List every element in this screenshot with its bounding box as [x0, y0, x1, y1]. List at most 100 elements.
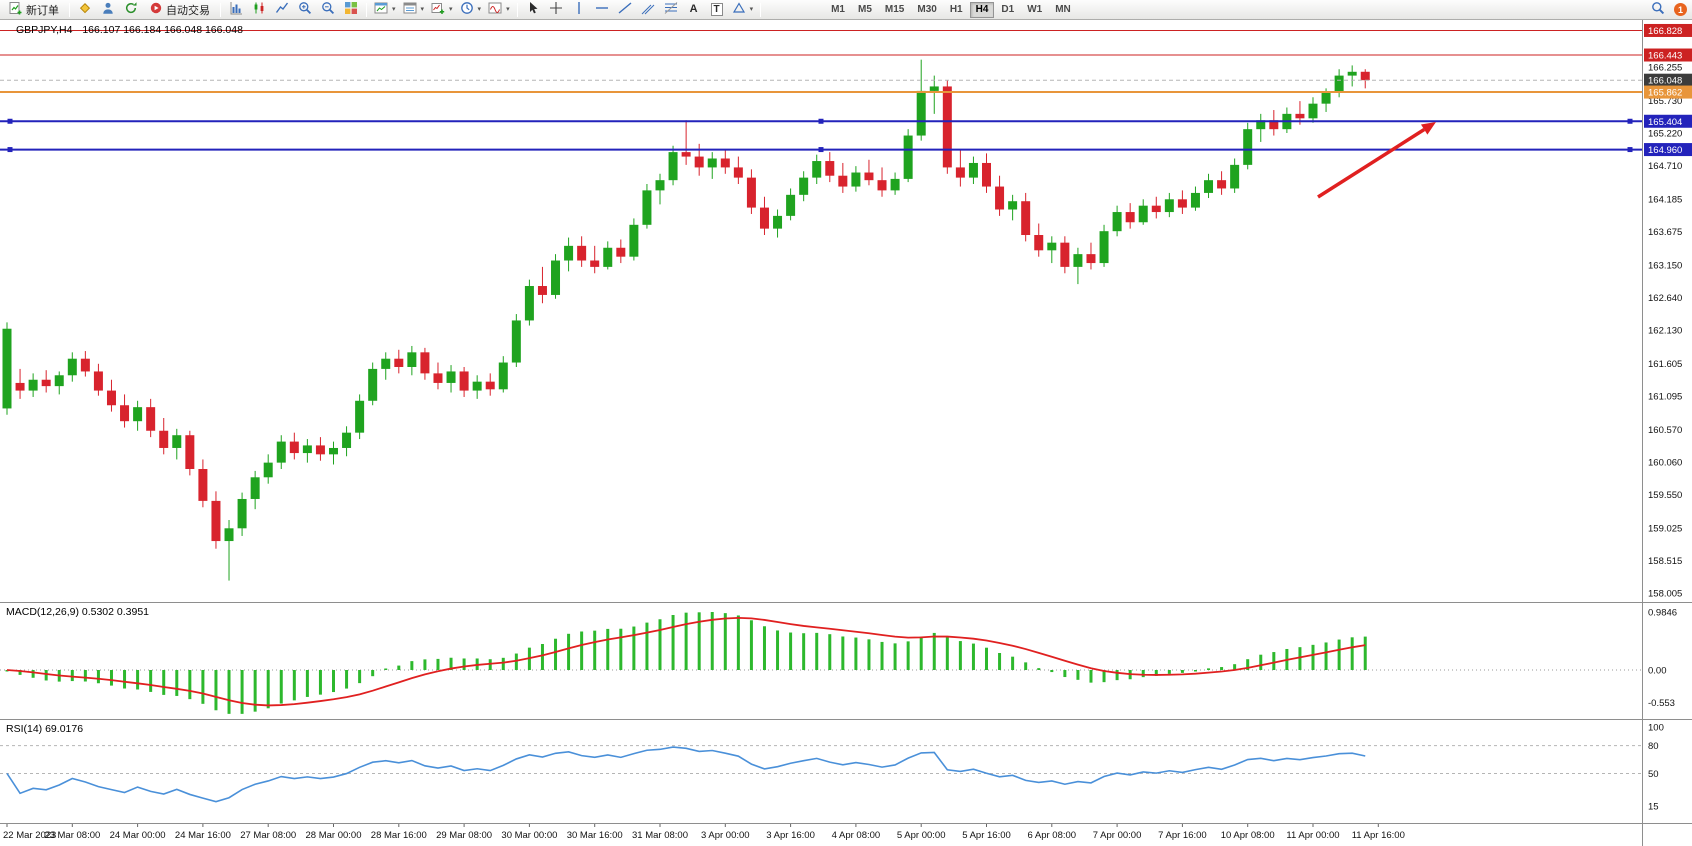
bar-chart-icon	[229, 1, 243, 18]
timeframe-m30-button[interactable]: M30	[917, 3, 937, 15]
svg-text:11 Apr 16:00: 11 Apr 16:00	[1352, 830, 1405, 841]
candlestick-chart-button[interactable]	[248, 1, 270, 19]
rsi-panel[interactable]	[0, 745, 1642, 803]
trendline-tool-button[interactable]	[614, 1, 636, 19]
svg-text:31 Mar 08:00: 31 Mar 08:00	[632, 830, 688, 841]
accounts-button[interactable]	[97, 1, 119, 19]
svg-text:24 Mar 00:00: 24 Mar 00:00	[110, 830, 166, 841]
tile-windows-button[interactable]	[340, 1, 362, 19]
timeframe-w1-button[interactable]: W1	[1027, 3, 1043, 15]
svg-text:166.443: 166.443	[1648, 51, 1682, 62]
text-tool-icon: A	[689, 3, 698, 15]
new-order-label: 新订单	[26, 4, 59, 17]
notification-badge[interactable]: 1	[1674, 3, 1687, 16]
trendline-icon	[618, 1, 632, 18]
templates-button[interactable]: ▾	[485, 1, 513, 19]
timeframe-m1-button[interactable]: M1	[831, 3, 845, 15]
svg-text:164.960: 164.960	[1648, 145, 1682, 156]
label-tool-button[interactable]: T	[706, 1, 728, 19]
svg-text:162.640: 162.640	[1648, 293, 1682, 304]
timeframe-mn-button[interactable]: MN	[1055, 3, 1071, 15]
toolbar-separator	[366, 2, 367, 17]
timeframe-h1-button[interactable]: H1	[949, 3, 963, 15]
indicators-button[interactable]: ▾	[428, 1, 456, 19]
cursor-icon	[526, 1, 540, 18]
svg-text:159.550: 159.550	[1648, 490, 1682, 501]
add-indicator-icon	[431, 1, 445, 18]
svg-text:164.185: 164.185	[1648, 194, 1682, 205]
vertical-line-tool-button[interactable]	[568, 1, 590, 19]
bar-chart-button[interactable]	[225, 1, 247, 19]
chevron-down-icon: ▾	[420, 6, 425, 13]
zoom-in-button[interactable]	[294, 1, 316, 19]
panel-separators[interactable]	[0, 602, 1692, 824]
ohlc-values: 166.107 166.184 166.048 166.048	[82, 24, 243, 36]
periods-button[interactable]: ▾	[457, 1, 485, 19]
toolbar-separator	[760, 2, 762, 17]
svg-text:3 Apr 00:00: 3 Apr 00:00	[701, 830, 750, 841]
clock-icon	[460, 1, 474, 18]
line-chart-button[interactable]	[271, 1, 293, 19]
search-button[interactable]	[1647, 1, 1669, 19]
new-order-icon	[9, 1, 23, 18]
candles-layer[interactable]	[2, 59, 1370, 581]
svg-text:50: 50	[1648, 769, 1659, 780]
timeframe-d1-button[interactable]: D1	[1001, 3, 1015, 15]
zoom-in-icon	[298, 1, 312, 18]
metaeditor-button[interactable]	[74, 1, 96, 19]
auto-trading-button[interactable]: 自动交易	[143, 1, 216, 19]
arrow-annotation[interactable]	[1317, 122, 1436, 199]
shapes-tool-button[interactable]: ▾	[729, 1, 757, 19]
channel-tool-button[interactable]	[637, 1, 659, 19]
svg-text:29 Mar 08:00: 29 Mar 08:00	[436, 830, 492, 841]
svg-text:0.9846: 0.9846	[1648, 608, 1677, 619]
horizontal-line-tool-button[interactable]	[591, 1, 613, 19]
svg-text:22 Mar 2023: 22 Mar 2023	[3, 830, 56, 841]
profiles-icon	[403, 1, 417, 18]
chevron-down-icon: ▾	[506, 6, 510, 13]
toolbar-separator	[220, 2, 221, 17]
refresh-button[interactable]	[120, 1, 142, 19]
zoom-out-button[interactable]	[317, 1, 339, 19]
new-chart-icon	[374, 1, 388, 18]
text-tool-button[interactable]: A	[683, 1, 705, 19]
chevron-down-icon: ▾	[477, 6, 482, 13]
svg-text:158.005: 158.005	[1648, 589, 1682, 600]
channel-icon	[641, 1, 655, 18]
candlestick-icon	[252, 1, 266, 18]
auto-trading-label: 自动交易	[166, 4, 210, 17]
fibonacci-tool-button[interactable]	[660, 1, 682, 19]
timeframe-m5-button[interactable]: M5	[858, 3, 872, 15]
svg-text:3 Apr 16:00: 3 Apr 16:00	[766, 830, 815, 841]
svg-text:165.862: 165.862	[1648, 88, 1682, 99]
svg-text:166.048: 166.048	[1648, 76, 1682, 87]
svg-text:161.095: 161.095	[1648, 392, 1682, 403]
macd-indicator-label: MACD(12,26,9) 0.5302 0.3951	[6, 606, 150, 618]
timeframe-m15-button[interactable]: M15	[884, 3, 905, 15]
svg-text:100: 100	[1648, 723, 1664, 734]
svg-text:28 Mar 00:00: 28 Mar 00:00	[306, 830, 362, 841]
svg-text:159.025: 159.025	[1648, 523, 1682, 534]
timeframe-h4-button[interactable]: H4	[969, 1, 995, 18]
svg-text:5 Apr 16:00: 5 Apr 16:00	[962, 830, 1011, 841]
svg-text:7 Apr 00:00: 7 Apr 00:00	[1093, 830, 1142, 841]
svg-text:160.060: 160.060	[1648, 457, 1682, 468]
vertical-line-icon	[572, 1, 586, 18]
toolbar-separator	[69, 2, 70, 17]
cursor-tool-button[interactable]	[522, 1, 544, 19]
svg-text:30 Mar 00:00: 30 Mar 00:00	[501, 830, 557, 841]
fibonacci-icon	[664, 1, 678, 18]
macd-panel[interactable]	[0, 612, 1642, 714]
tile-windows-icon	[344, 1, 358, 18]
symbol-label: GBPJPY,H4	[16, 24, 73, 36]
crosshair-tool-button[interactable]	[545, 1, 567, 19]
svg-text:24 Mar 16:00: 24 Mar 16:00	[175, 830, 231, 841]
horizontal-line-objects[interactable]	[0, 29, 1642, 153]
price-axis[interactable]: 166.255 165.730 165.220 164.710 164.185 163.6…	[1642, 20, 1683, 846]
profiles-button[interactable]: ▾	[400, 1, 428, 19]
new-order-button[interactable]: 新订单	[3, 1, 65, 19]
new-chart-button[interactable]: ▾	[371, 1, 399, 19]
